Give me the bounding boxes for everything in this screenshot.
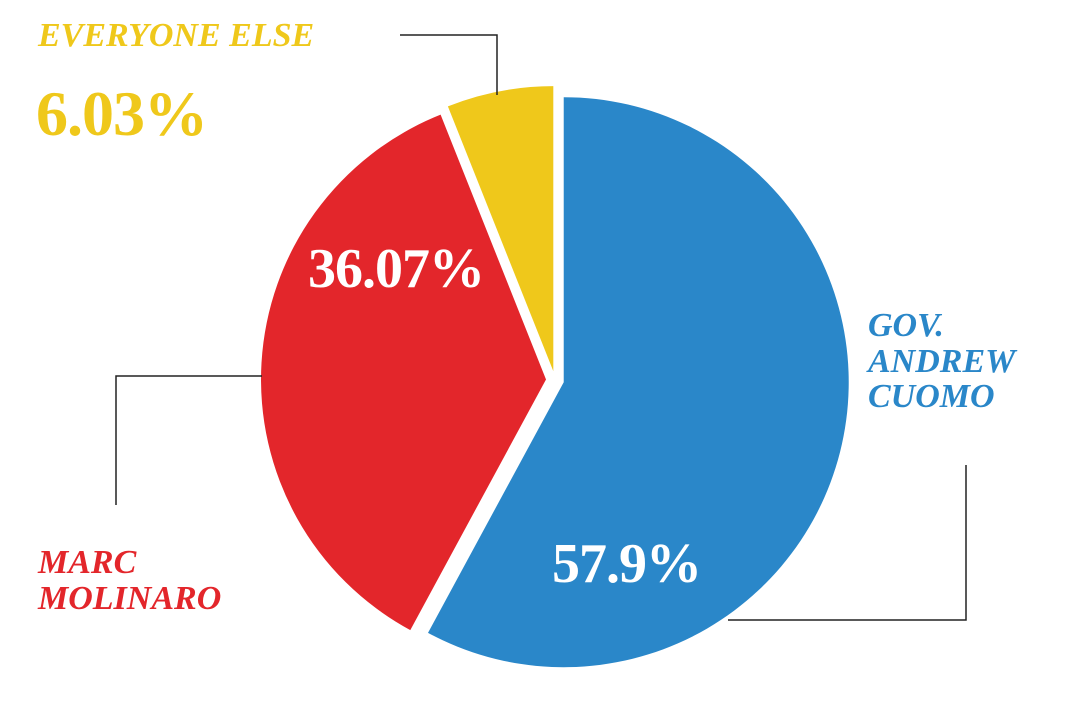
value-label: 57.9% <box>552 533 702 595</box>
category-label: EVERYONE ELSE <box>38 17 315 54</box>
pie-slice <box>427 97 849 668</box>
pie-slice <box>447 86 554 372</box>
category-label: MARC MOLINARO <box>38 544 222 617</box>
leader-line <box>728 465 967 621</box>
category-label: GOV. ANDREW CUOMO <box>868 307 1015 416</box>
leader-line <box>115 375 262 505</box>
pie-slice <box>261 114 547 631</box>
value-label: 36.07% <box>308 238 485 300</box>
leader-line <box>400 34 498 95</box>
value-label: 6.03% <box>36 78 208 149</box>
